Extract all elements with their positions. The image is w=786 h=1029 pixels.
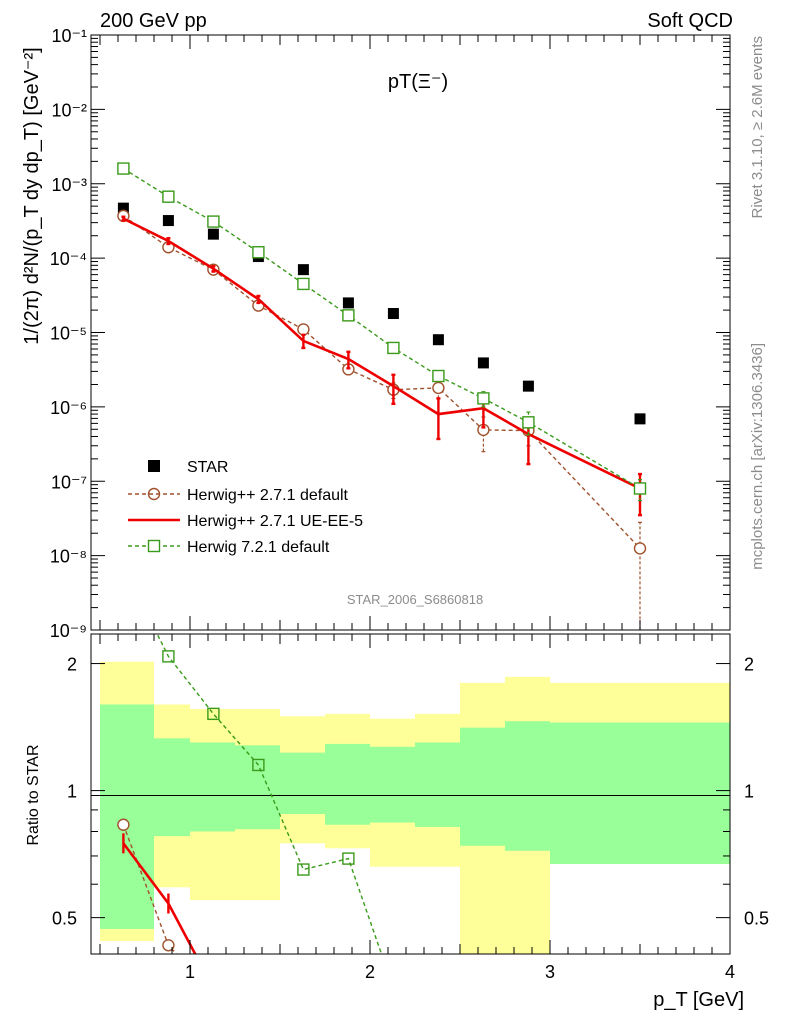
legend-label-star: STAR [187,459,228,476]
y-tick-label: 10⁻⁸ [50,547,87,567]
legend-marker-star [148,460,160,472]
legend-label-herwigpp-default: Herwig++ 2.7.1 default [187,487,349,504]
ratio-y-tick-label: 1 [67,782,77,802]
ratio-y-tick-label: 0.5 [52,909,77,929]
herwigpp-2-7-1-default-point [432,381,445,395]
ratio-y-axis-label: Ratio to STAR [25,744,42,845]
star-point [522,380,534,392]
herwig-7-2-1-default-ratio-line [156,634,383,954]
green-band-segment [460,727,505,846]
herwig-7-2-1-default-ratio-point [207,707,220,721]
legend-label-herwigpp-ueee5: Herwig++ 2.7.1 UE-EE-5 [187,513,363,530]
herwig-7-2-1-default-point [252,246,265,259]
herwig-7-2-1-default-point [207,215,220,228]
header-left-label: 200 GeV pp [100,10,207,32]
ratio-series-herwig-7-2-1-default [156,634,399,994]
main-plot-title: pT(Ξ⁻) [388,71,448,93]
ratio-series-herwigpp-2-7-1-ue-ee-5 [122,833,197,954]
herwigpp-2-7-1-default-ratio-line [122,824,178,954]
ratio-y-tick-label: 0.5 [744,909,769,929]
analysis-id-label: STAR_2006_S6860818 [347,592,483,607]
y-tick-label: 10⁻⁴ [50,249,87,269]
star-point [634,413,646,425]
y-tick-label: 10⁻¹ [51,26,87,46]
star-point [162,215,174,227]
herwigpp-2-7-1-default-point [297,323,310,336]
herwig-7-2-1-default-ratio-point [297,863,310,876]
herwig-7-2-1-default-ratio-point [342,852,355,865]
herwig-7-2-1-default-point [432,369,445,383]
mcplots-label: mcplots.cern.ch [arXiv:1306.3436] [749,343,766,570]
x-tick-label: 2 [365,962,375,982]
green-band-segment [154,738,190,837]
herwig-7-2-1-default-line [123,168,641,490]
y-tick-label: 10⁻³ [51,175,87,195]
herwig-7-2-1-default-point [522,416,535,429]
herwigpp-2-7-1-default-ratio-point [162,939,175,952]
green-band-segment [325,743,370,825]
ratio-plot-frame [90,633,731,955]
green-band-segment [235,745,280,830]
y-tick-label: 10⁻² [51,100,87,120]
herwig-7-2-1-default-point [297,277,310,291]
x-tick-label: 1 [185,962,195,982]
herwig-7-2-1-default-ratio-point [388,983,399,994]
series-herwigpp-2-7-1-ue-ee-5 [121,215,642,517]
star-point [387,308,399,320]
herwig-7-2-1-default-point [342,309,355,322]
legend-label-herwig7-default: Herwig 7.2.1 default [187,539,330,556]
herwig-7-2-1-default-point [477,392,490,405]
legend-marker-herwigpp-default [147,487,161,501]
herwigpp-2-7-1-default-point [633,542,647,555]
ratio-y-tick-label: 2 [744,655,754,675]
star-point [432,334,444,346]
green-band-segment [550,722,730,864]
herwigpp-2-7-1-default-ratio-point [117,818,130,831]
y-tick-label: 10⁻⁶ [50,398,87,418]
legend: STAR Herwig++ 2.7.1 default Herwig++ 2.7… [128,459,363,556]
rivet-version-label: Rivet 3.1.10, ≥ 2.6M events [749,36,766,219]
series-herwig-7-2-1-default [117,162,647,502]
green-band-segment [190,742,235,832]
herwigpp-2-7-1-ue-ee-5-line [122,217,641,490]
ratio-series-herwigpp-2-7-1-default [117,818,219,999]
herwig-7-2-1-default-point [117,162,130,175]
green-band-segment [505,721,550,851]
herwig-7-2-1-default-ratio-point [252,758,265,772]
ratio-y-tick-label: 2 [67,655,77,675]
series-star [117,202,646,425]
star-point [207,228,219,240]
herwig-7-2-1-default-ratio-point [162,650,175,663]
x-tick-label: 4 [725,962,735,982]
star-point [297,264,309,276]
star-point [117,202,129,214]
green-band-segment [370,746,415,823]
main-y-axis-label: 1/(2π) d²N/(p_T dy dp_T) [GeV⁻²] [21,47,43,344]
star-point [477,357,489,369]
herwigpp-2-7-1-default-ratio-point [208,988,219,999]
ratio-y-tick-label: 1 [744,782,754,802]
x-tick-label: 3 [545,962,555,982]
herwig-7-2-1-default-point [633,482,647,495]
y-tick-label: 10⁻⁷ [51,472,87,492]
y-tick-label: 10⁻⁵ [50,324,87,344]
herwig-7-2-1-default-point [387,341,400,355]
y-tick-label: 10⁻⁹ [50,621,87,641]
header-right-label: Soft QCD [647,10,733,32]
x-axis-label: p_T [GeV] [653,989,744,1011]
green-band-segment [415,742,460,827]
legend-marker-herwig7-default [147,539,161,553]
green-band-segment [100,704,154,929]
ratio-uncertainty-bands [100,661,730,954]
green-band-segment [280,752,325,815]
herwig-7-2-1-default-point [162,190,175,203]
star-point [342,297,354,309]
